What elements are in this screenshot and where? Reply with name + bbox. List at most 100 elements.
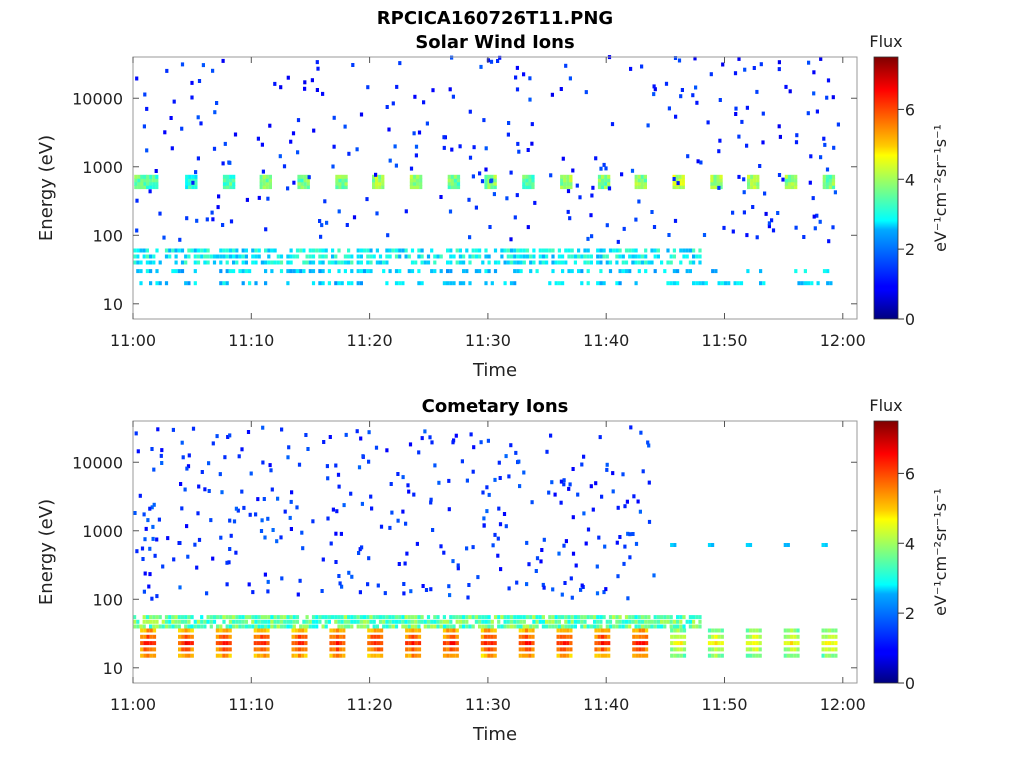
heatmap-cell	[521, 641, 526, 646]
heatmap-cell	[411, 647, 415, 652]
heatmap-cell	[640, 624, 645, 629]
heatmap-cell	[556, 653, 560, 658]
heatmap-cell	[187, 653, 191, 658]
heatmap-cell	[306, 181, 310, 186]
heatmap-cell	[295, 254, 300, 259]
heatmap-cell	[257, 615, 261, 620]
heatmap-cell	[222, 615, 226, 620]
heatmap-cell	[360, 501, 364, 506]
heatmap-cell	[448, 593, 452, 598]
heatmap-cell	[529, 615, 533, 620]
heatmap-cell	[177, 269, 181, 274]
heatmap-cell	[187, 619, 191, 624]
heatmap-cell	[666, 281, 670, 286]
heatmap-cell	[168, 254, 172, 259]
heatmap-cell	[287, 445, 291, 450]
heatmap-cell	[513, 281, 517, 286]
heatmap-cell	[596, 624, 600, 629]
heatmap-cell	[560, 185, 564, 190]
heatmap-cell	[560, 174, 564, 179]
heatmap-cell	[513, 254, 517, 259]
heatmap-cell	[815, 213, 819, 218]
heatmap-cell	[391, 619, 395, 624]
heatmap-cell	[559, 653, 563, 658]
heatmap-cell	[331, 615, 335, 620]
heatmap-cell	[656, 248, 660, 253]
heatmap-cell	[628, 619, 632, 624]
heatmap-cell	[566, 647, 570, 652]
heatmap-cell	[412, 492, 416, 497]
heatmap-cell	[184, 641, 188, 646]
heatmap-cell	[155, 269, 159, 274]
heatmap-cell	[449, 248, 453, 253]
heatmap-cell	[670, 634, 674, 639]
heatmap-cell	[484, 615, 488, 620]
heatmap-cell	[449, 269, 453, 274]
heatmap-cell	[297, 634, 302, 639]
heatmap-cell	[826, 269, 830, 274]
heatmap-cell	[813, 226, 817, 231]
heatmap-cell	[569, 174, 573, 179]
heatmap-cell	[639, 430, 643, 435]
heatmap-cell	[718, 138, 722, 143]
heatmap-cell	[676, 647, 680, 652]
heatmap-cell	[387, 127, 391, 132]
heatmap-cell	[487, 178, 491, 183]
heatmap-cell	[178, 647, 182, 652]
heatmap-cell	[597, 185, 602, 190]
heatmap-cell	[140, 634, 144, 639]
heatmap-cell	[442, 281, 446, 286]
heatmap-cell	[787, 174, 792, 179]
heatmap-cell	[290, 490, 294, 495]
heatmap-cell	[327, 615, 331, 620]
heatmap-cell	[777, 60, 781, 65]
heatmap-cell	[506, 615, 510, 620]
heatmap-cell	[676, 269, 680, 274]
heatmap-cell	[366, 254, 370, 259]
heatmap-cell	[682, 248, 686, 253]
heatmap-cell	[557, 551, 561, 556]
heatmap-cell	[638, 647, 642, 652]
heatmap-cell	[615, 624, 619, 629]
heatmap-cell	[184, 281, 188, 286]
heatmap-cell	[219, 254, 223, 259]
heatmap-cell	[644, 269, 648, 274]
heatmap-cell	[448, 87, 452, 92]
heatmap-cell	[677, 58, 682, 63]
heatmap-cell	[302, 248, 306, 253]
heatmap-cell	[442, 145, 446, 150]
heatmap-cell	[551, 615, 555, 620]
heatmap-cell	[679, 615, 683, 620]
heatmap-cell	[628, 269, 632, 274]
colorbar-title: Flux	[869, 396, 902, 415]
heatmap-cell	[196, 254, 201, 259]
heatmap-cell	[343, 615, 347, 620]
heatmap-cell	[357, 551, 361, 555]
heatmap-cell	[283, 615, 287, 620]
heatmap-cell	[401, 248, 405, 253]
heatmap-cell	[781, 177, 785, 182]
heatmap-cell	[497, 619, 501, 624]
heatmap-cell	[142, 615, 146, 620]
heatmap-cell	[225, 248, 229, 253]
heatmap-cell	[589, 615, 593, 620]
heatmap-cell	[660, 624, 664, 629]
heatmap-cell	[628, 532, 632, 537]
heatmap-cell	[794, 225, 798, 230]
heatmap-cell	[519, 260, 523, 265]
heatmap-cell	[244, 619, 248, 624]
heatmap-cell	[532, 624, 536, 629]
heatmap-cell	[335, 653, 339, 658]
heatmap-cell	[320, 589, 324, 593]
heatmap-cell	[679, 628, 683, 633]
heatmap-cell	[669, 619, 673, 624]
heatmap-cell	[342, 634, 346, 639]
heatmap-cell	[205, 591, 209, 596]
heatmap-cell	[487, 628, 491, 633]
heatmap-cell	[356, 619, 360, 624]
heatmap-cell	[628, 624, 632, 629]
heatmap-cell	[456, 174, 461, 179]
heatmap-cell	[631, 254, 635, 259]
heatmap-cell	[763, 191, 767, 196]
heatmap-cell	[556, 634, 560, 639]
